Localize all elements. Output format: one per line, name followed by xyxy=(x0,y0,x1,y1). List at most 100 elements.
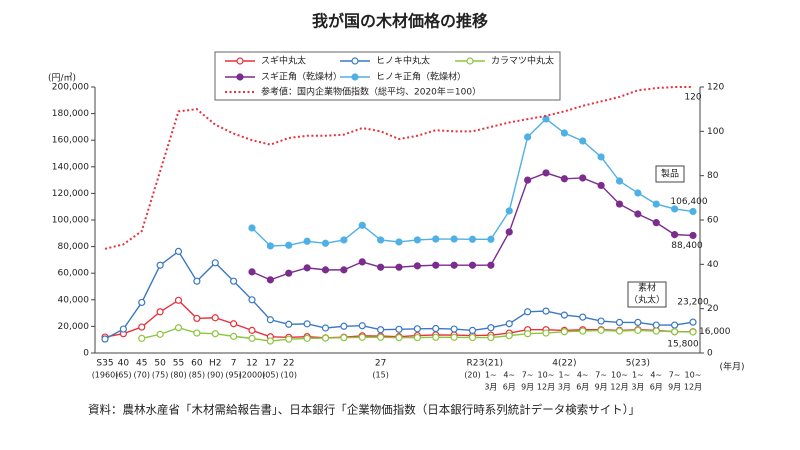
data-point xyxy=(321,324,330,332)
data-point xyxy=(432,261,440,269)
data-point xyxy=(579,137,587,145)
x-tick-sublabel: (15) xyxy=(372,371,388,380)
data-point xyxy=(450,261,458,269)
x-tick-sublabel: 1~ xyxy=(485,371,497,380)
data-point xyxy=(211,330,219,338)
data-point xyxy=(193,277,201,285)
y-tick-label: 0 xyxy=(83,349,89,359)
data-point xyxy=(505,207,513,215)
annotation-box xyxy=(655,165,685,183)
data-point xyxy=(597,326,605,334)
data-point xyxy=(266,276,274,284)
x-tick-sublabel: (20) xyxy=(464,371,480,380)
data-point xyxy=(174,247,183,255)
data-point xyxy=(689,318,697,326)
x-tick-sublabel: 10~ xyxy=(611,371,628,380)
x-tick-sublabel: (70) xyxy=(134,371,150,380)
data-point xyxy=(468,261,477,269)
data-label: 23,200 xyxy=(677,298,709,308)
data-point xyxy=(450,235,458,243)
data-point xyxy=(193,314,201,323)
y-tick-label: 60,000 xyxy=(58,269,90,279)
data-point xyxy=(193,329,201,337)
data-point xyxy=(652,327,660,335)
data-point xyxy=(468,235,477,243)
data-point xyxy=(358,258,366,266)
data-point xyxy=(138,298,146,307)
data-point xyxy=(248,296,256,304)
x-tick-sublabel: 6月 xyxy=(576,383,589,392)
data-point xyxy=(230,320,238,328)
x-tick-sublabel: 3月 xyxy=(558,383,571,392)
data-point xyxy=(321,239,330,247)
y-tick-label: 160,000 xyxy=(52,136,89,146)
data-point xyxy=(487,333,495,342)
source-note: 資料：農林水産省「木材需給報告書」、日本銀行「企業物価指数（日本銀行時系列統計デ… xyxy=(88,403,640,417)
data-point xyxy=(395,325,403,333)
x-tick-sublabel: (1960) xyxy=(92,371,119,380)
data-point xyxy=(248,224,256,232)
legend-label: スギ中丸太 xyxy=(261,55,306,67)
x-tick-sublabel: (95) xyxy=(225,371,241,380)
y-tick-label: 120,000 xyxy=(52,189,89,199)
x-tick-sublabel: 4~ xyxy=(650,371,662,380)
data-point xyxy=(340,236,348,244)
x-tick-sublabel: (65) xyxy=(115,371,131,380)
chart-title: 我が国の木材価格の推移 xyxy=(312,12,488,31)
x-tick-label: 4(22) xyxy=(552,359,576,369)
data-point xyxy=(211,259,219,267)
x-tick-sublabel: (10) xyxy=(281,371,297,380)
x-tick-sublabel: 1~ xyxy=(558,371,570,380)
x-tick-label: 7 xyxy=(231,359,237,369)
x-tick-sublabel: 4~ xyxy=(577,371,589,380)
data-point xyxy=(377,236,385,244)
x-tick-label: H2 xyxy=(209,359,222,369)
data-point xyxy=(579,174,587,182)
data-point xyxy=(487,261,495,269)
data-point xyxy=(395,334,403,342)
data-point xyxy=(671,328,679,336)
x-tick-label: 50 xyxy=(154,359,166,369)
data-point xyxy=(432,235,440,243)
data-point xyxy=(248,326,256,334)
data-point xyxy=(413,325,421,333)
data-point xyxy=(671,321,679,329)
data-point xyxy=(340,266,348,274)
data-point xyxy=(450,325,458,333)
x-tick-label: R2 xyxy=(467,359,479,369)
data-point xyxy=(542,307,550,315)
data-point xyxy=(358,221,366,229)
data-point xyxy=(377,333,385,341)
data-point xyxy=(615,318,624,327)
data-point xyxy=(505,320,513,328)
data-point xyxy=(432,333,440,341)
x-tick-sublabel: 6月 xyxy=(650,383,663,392)
annotation: 製品 xyxy=(661,168,679,180)
data-label: 16,000 xyxy=(699,327,731,337)
x-tick-sublabel: (75) xyxy=(152,371,168,380)
data-point xyxy=(542,169,550,177)
data-point xyxy=(615,327,624,335)
y2-tick-label: 20 xyxy=(707,304,719,314)
data-point xyxy=(524,176,532,184)
x-tick-sublabel: 10~ xyxy=(685,371,702,380)
x-tick-sublabel: 12月 xyxy=(537,383,555,392)
data-point xyxy=(432,324,440,333)
data-point xyxy=(358,333,366,341)
data-label: 106,400 xyxy=(670,197,707,207)
data-point xyxy=(303,320,311,328)
data-point xyxy=(634,189,642,197)
data-point xyxy=(597,317,605,325)
data-point xyxy=(468,333,477,342)
data-point xyxy=(634,318,642,327)
x-tick-sublabel: 9月 xyxy=(668,383,681,392)
data-point xyxy=(230,332,238,340)
data-point xyxy=(395,238,403,246)
y-tick-label: 200,000 xyxy=(52,83,89,93)
x-tick-sublabel: 3月 xyxy=(484,383,497,392)
data-point xyxy=(671,205,679,213)
x-tick-sublabel: 4~ xyxy=(503,371,515,380)
data-label: 88,400 xyxy=(671,241,703,251)
data-point xyxy=(689,207,697,216)
data-point xyxy=(266,316,274,324)
